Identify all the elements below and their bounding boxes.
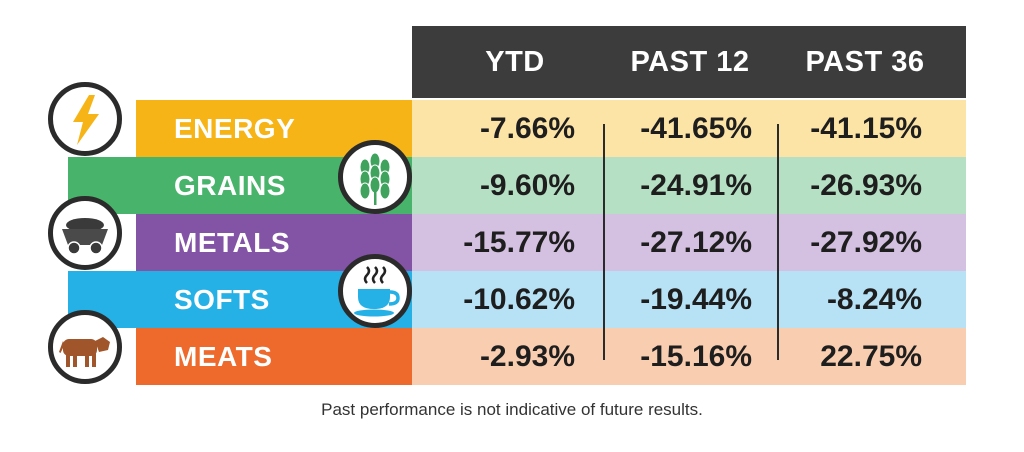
footnote: Past performance is not indicative of fu… (321, 400, 703, 419)
row-value-band (412, 157, 966, 214)
value-cell-past-12: -27.12% (640, 226, 752, 259)
header-bar (412, 26, 966, 98)
column-divider-2 (777, 124, 779, 360)
row-label: ENERGY (174, 113, 296, 144)
value-cell-ytd: -15.77% (463, 226, 575, 259)
wheat-icon (338, 140, 412, 214)
value-cell-ytd: -9.60% (479, 169, 575, 202)
column-header-ytd: YTD (485, 46, 545, 78)
row-label: GRAINS (174, 170, 286, 201)
value-cell-past-36: -41.15% (810, 112, 922, 145)
value-cell-past-12: -41.65% (640, 112, 752, 145)
value-cell-ytd: -7.66% (479, 112, 575, 145)
table-row-energy: ENERGY -7.66% -41.65% -41.15% (0, 100, 1024, 157)
column-header-past-12: PAST 12 (630, 46, 750, 78)
row-value-band (412, 328, 966, 385)
column-divider-1 (603, 124, 605, 360)
column-header-past-36: PAST 36 (805, 46, 925, 78)
value-cell-past-12: -24.91% (640, 169, 752, 202)
lightning-icon (48, 82, 122, 156)
value-cell-past-36: -8.24% (826, 283, 922, 316)
row-value-band (412, 214, 966, 271)
value-cell-past-36: -26.93% (810, 169, 922, 202)
row-value-band (412, 271, 966, 328)
value-cell-past-12: -19.44% (640, 283, 752, 316)
value-cell-past-36: 22.75% (820, 340, 922, 373)
row-label: METALS (174, 227, 291, 258)
table-row-meats: MEATS -2.93% -15.16% 22.75% (0, 328, 1024, 385)
row-label: SOFTS (174, 284, 270, 315)
value-cell-past-36: -27.92% (810, 226, 922, 259)
value-cell-past-12: -15.16% (640, 340, 752, 373)
row-label-band (136, 328, 412, 385)
row-value-band (412, 100, 966, 157)
table-row-softs: SOFTS -10.62% -19.44% -8.24% (0, 271, 1024, 328)
value-cell-ytd: -2.93% (479, 340, 575, 373)
value-cell-ytd: -10.62% (463, 283, 575, 316)
mine-cart-icon (48, 196, 122, 270)
coffee-cup-icon (338, 254, 412, 328)
cow-icon (48, 310, 122, 384)
table-row-grains: GRAINS -9.60% -24.91% -26.93% (0, 157, 1024, 214)
table-row-metals: METALS -15.77% -27.12% -27.92% (0, 214, 1024, 271)
row-label: MEATS (174, 341, 273, 372)
